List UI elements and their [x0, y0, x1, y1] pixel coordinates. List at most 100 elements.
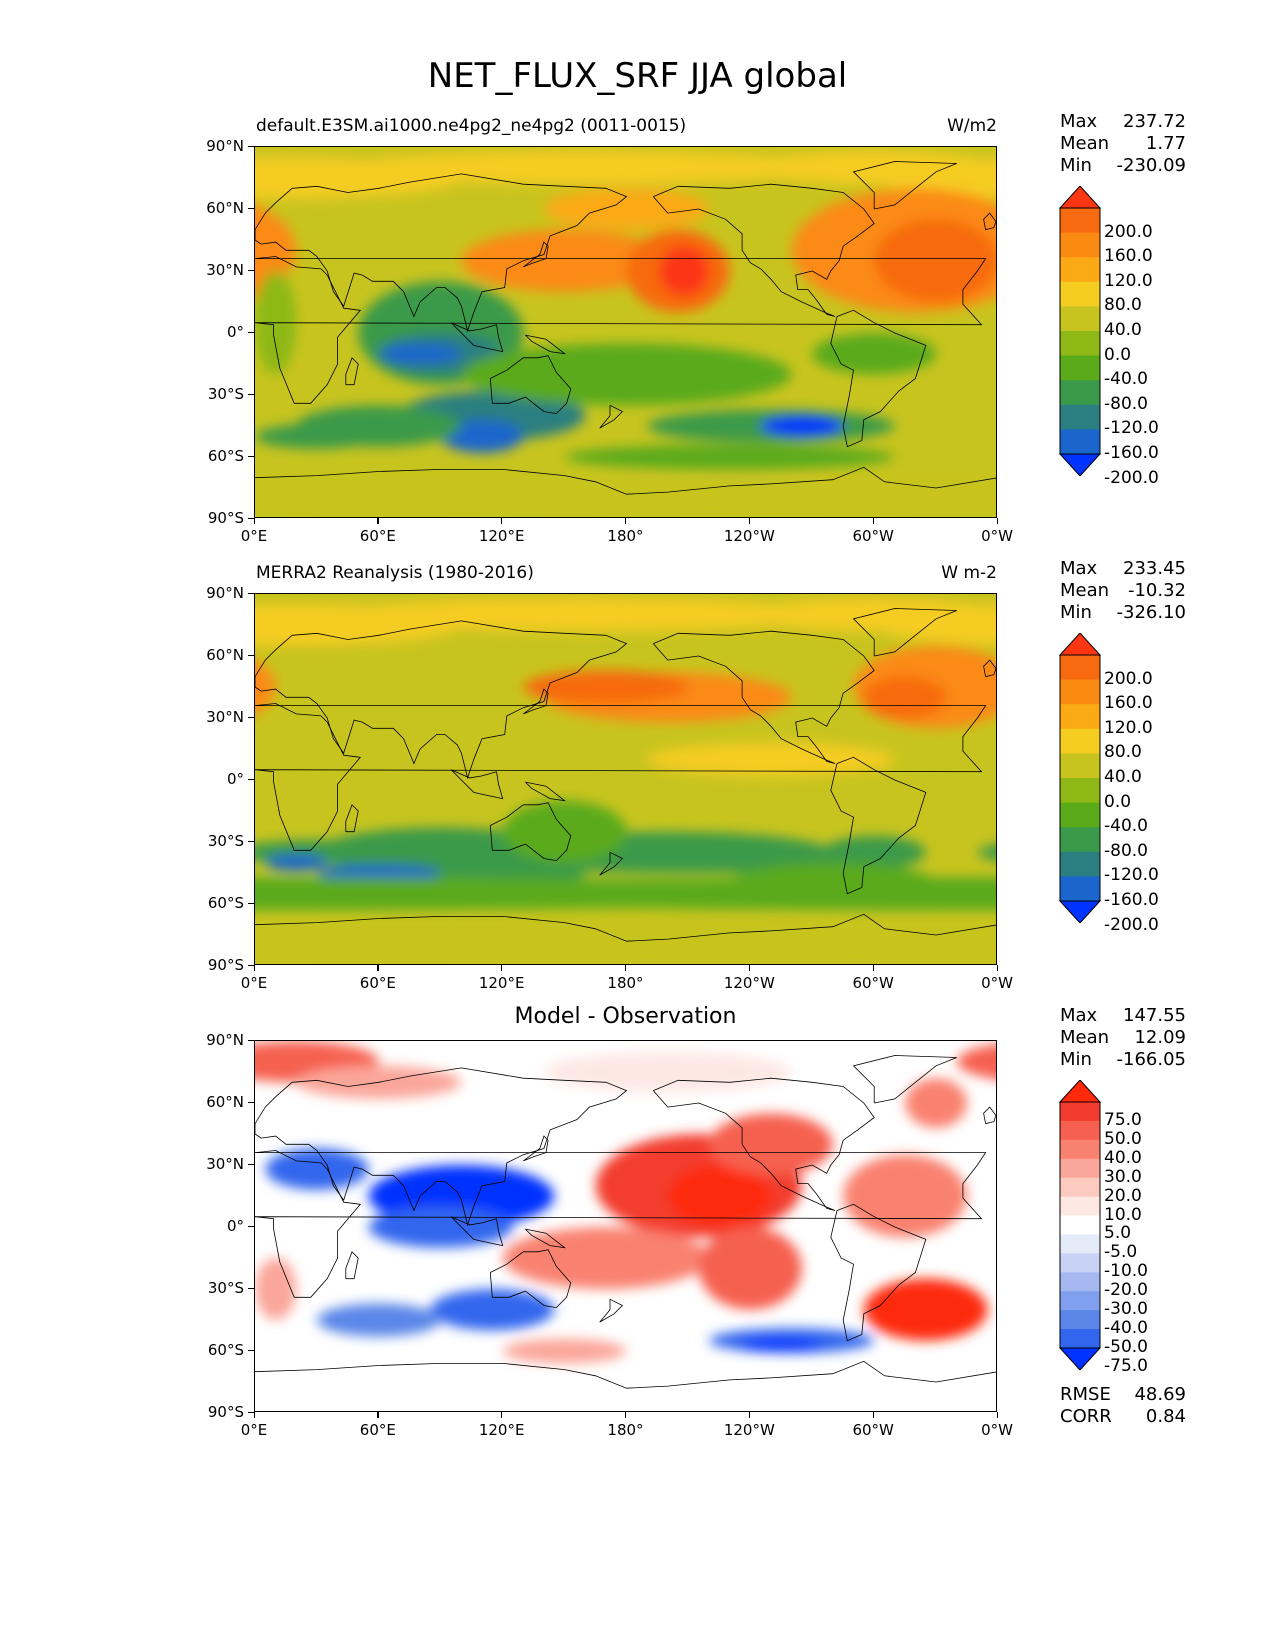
colorbar-segment [1060, 1139, 1100, 1160]
model-map-canvas [255, 147, 996, 517]
stat-row: Mean 1.77 [1060, 133, 1186, 155]
field-region [265, 1148, 369, 1190]
colorbar-segment [1060, 679, 1100, 705]
colorbar-tick-label: 160.0 [1104, 246, 1153, 267]
field-region [750, 151, 996, 185]
coastline-indonesia [450, 769, 504, 800]
y-tick-label: 60°N [206, 1093, 244, 1111]
colorbar-tick-label: 80.0 [1104, 742, 1142, 763]
y-tick-label: 30°S [207, 832, 244, 850]
colorbar-tick-label: 160.0 [1104, 693, 1153, 714]
coastline-africa [255, 1150, 987, 1298]
stat-label: Min [1060, 1049, 1092, 1070]
y-tick-label: 60°S [207, 1341, 244, 1359]
colorbar-tick-label: 10.0 [1104, 1204, 1142, 1225]
model-stats: Max 237.72 Mean 1.77 Min -230.09 [1060, 111, 1186, 177]
colorbar-segment [1060, 1120, 1100, 1141]
colorbar-tick-label: -200.0 [1104, 914, 1159, 935]
coastline-samerica [830, 1203, 927, 1342]
x-tick-label: 0°W [981, 1421, 1013, 1439]
colorbar-tick-label: -120.0 [1104, 418, 1159, 439]
y-tick-label: 60°N [206, 199, 244, 217]
x-tick-mark [501, 518, 503, 524]
x-tick-label: 0°E [240, 1421, 268, 1439]
field-region [502, 800, 627, 863]
field-region [647, 742, 895, 776]
stat-row: Mean 12.09 [1060, 1027, 1186, 1049]
coastline-antarctica [255, 1360, 996, 1389]
colorbar-tick-label: 20.0 [1104, 1185, 1142, 1206]
x-tick-mark [501, 1412, 503, 1418]
colorbar-tick-label: -10.0 [1104, 1261, 1148, 1282]
y-tick-label: 30°N [206, 261, 244, 279]
colorbar-tick-label: 5.0 [1104, 1223, 1132, 1244]
x-tick-label: 0°W [981, 974, 1013, 992]
colorbar-svg [1058, 632, 1102, 924]
stat-value: 237.72 [1123, 111, 1186, 132]
stat-row: Max 233.45 [1060, 558, 1186, 580]
x-tick-label: 120°W [723, 527, 775, 545]
colorbar-segment [1060, 753, 1100, 779]
field-region [255, 423, 379, 449]
coastline-antarctica [255, 913, 996, 942]
x-tick-label: 60°E [359, 1421, 396, 1439]
coastline-samerica [830, 756, 927, 895]
x-tick-label: 60°E [359, 527, 396, 545]
colorbar-segment [1060, 281, 1100, 307]
colorbar-extend-max [1058, 185, 1102, 209]
stat-row: Min -166.05 [1060, 1049, 1186, 1071]
stat-row: Max 237.72 [1060, 111, 1186, 133]
field-region [740, 1338, 823, 1351]
colorbar-segment [1060, 704, 1100, 730]
stat-label: Mean [1060, 580, 1110, 601]
y-tick-mark [248, 269, 254, 271]
x-tick-mark [872, 518, 874, 524]
colorbar-segment [1060, 876, 1100, 902]
x-tick-label: 60°W [852, 974, 894, 992]
field-region [564, 444, 895, 470]
field-region [523, 670, 689, 704]
colorbar-segment [1060, 232, 1100, 258]
field-region [750, 598, 996, 632]
stat-row: Min -230.09 [1060, 155, 1186, 177]
colorbar-segment [1060, 429, 1100, 455]
figure-title: NET_FLUX_SRF JJA global [427, 56, 848, 96]
colorbar-frame [1059, 207, 1101, 455]
field-region [461, 343, 792, 406]
stat-label: Max [1060, 558, 1098, 579]
x-tick-mark [996, 965, 998, 971]
field-region [977, 844, 996, 861]
y-tick-mark [248, 1349, 254, 1351]
diff-stats: Max 147.55 Mean 12.09 Min -166.05 [1060, 1005, 1186, 1071]
field-region [956, 1044, 996, 1080]
field-region [255, 1258, 297, 1320]
field-region [368, 1206, 513, 1248]
colorbar-tick-label: -160.0 [1104, 890, 1159, 910]
field-region [543, 1051, 792, 1093]
colorbar-extend-min [1058, 453, 1102, 477]
colorbar-segment [1060, 306, 1100, 332]
colorbar-tick-label: -50.0 [1104, 1337, 1148, 1357]
coastline-greenland [852, 1055, 957, 1104]
field-region [502, 482, 996, 515]
field-region [255, 204, 297, 297]
x-tick-label: 60°W [852, 1421, 894, 1439]
x-tick-mark [625, 1412, 627, 1418]
y-tick-mark [248, 1411, 254, 1413]
y-tick-label: 60°N [206, 646, 244, 664]
coastline-uk [983, 212, 996, 231]
stat-value: -166.05 [1116, 1049, 1186, 1070]
colorbar-segment [1060, 1196, 1100, 1217]
coastline-greenland [852, 161, 957, 210]
y-tick-label: 0° [226, 770, 244, 788]
field-region [461, 229, 668, 292]
colorbar-tick-label: 50.0 [1104, 1128, 1142, 1149]
stat-value: 147.55 [1123, 1005, 1186, 1026]
y-tick-mark [248, 1163, 254, 1165]
diff-map-canvas [255, 1041, 996, 1411]
stat-row: Mean -10.32 [1060, 580, 1186, 602]
x-tick-label: 180° [607, 974, 644, 992]
colorbar-segment [1060, 1234, 1100, 1254]
colorbar-tick-label: 120.0 [1104, 270, 1153, 291]
colorbar-tick-label: 40.0 [1104, 1147, 1142, 1168]
